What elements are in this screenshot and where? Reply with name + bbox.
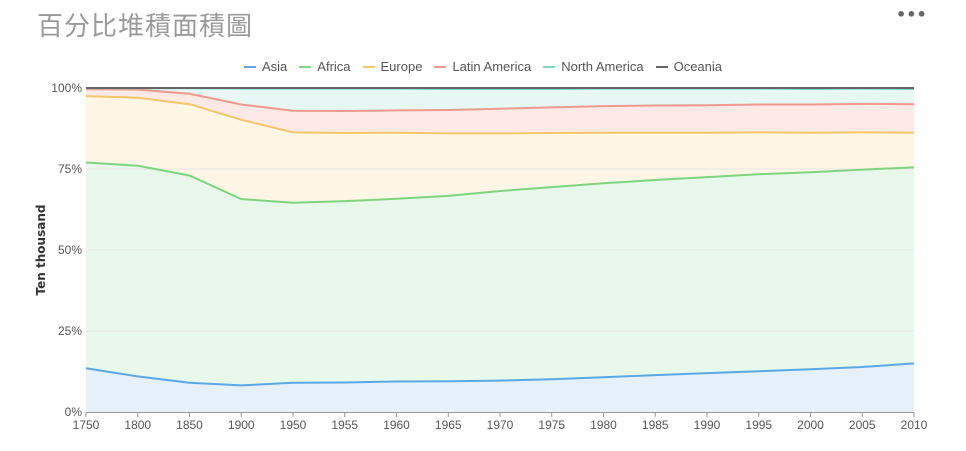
x-tick-label: 1850	[176, 418, 203, 432]
x-tick-label: 2005	[849, 418, 876, 432]
legend-item-europe[interactable]: Europe	[362, 59, 423, 74]
legend-label: North America	[561, 59, 644, 74]
legend-item-latin-america[interactable]: Latin America	[434, 59, 531, 74]
x-tick-label: 1960	[383, 418, 410, 432]
x-tick-label: 1965	[435, 418, 462, 432]
area-europe	[86, 96, 914, 203]
y-axis-label: Ten thousand	[34, 205, 48, 296]
y-tick-label: 75%	[58, 162, 82, 176]
area-asia	[86, 363, 914, 412]
legend-item-oceania[interactable]: Oceania	[655, 59, 722, 74]
x-tick-label: 1990	[694, 418, 721, 432]
y-tick-label: 100%	[51, 81, 82, 95]
x-tick-label: 1980	[590, 418, 617, 432]
legend-label: Europe	[380, 59, 423, 74]
legend-swatch	[543, 65, 556, 68]
legend-label: Asia	[261, 59, 288, 74]
legend-swatch	[362, 65, 375, 68]
x-tick-label: 2010	[901, 418, 928, 432]
more-horizontal-icon[interactable]: •••	[896, 5, 927, 24]
area-africa	[86, 162, 914, 386]
y-tick-label: 25%	[58, 324, 82, 338]
legend-item-north-america[interactable]: North America	[543, 59, 644, 74]
legend-swatch	[434, 65, 447, 68]
x-tick-label: 1985	[642, 418, 669, 432]
legend-item-asia[interactable]: Asia	[243, 59, 288, 74]
x-tick-label: 1750	[73, 418, 100, 432]
legend-swatch	[299, 65, 312, 68]
x-tick-label: 1800	[124, 418, 151, 432]
legend-swatch	[243, 65, 256, 68]
y-tick-label: 0%	[65, 405, 83, 419]
legend-label: Oceania	[673, 59, 722, 74]
x-tick-label: 1995	[745, 418, 772, 432]
area-north-america	[86, 88, 914, 111]
legend-label: Latin America	[452, 59, 532, 74]
x-tick-label: 1950	[280, 418, 307, 432]
line-latin-america	[85, 88, 915, 113]
line-africa	[85, 161, 915, 204]
x-tick-label: 2000	[797, 418, 824, 432]
x-tick-label: 1955	[331, 418, 358, 432]
area-latin-america	[86, 89, 914, 134]
legend-label: Africa	[317, 59, 351, 74]
legend-swatch	[655, 65, 668, 68]
y-tick-label: 50%	[58, 243, 82, 257]
chart-title: 百分比堆積面積圖	[37, 12, 254, 42]
legend-item-africa[interactable]: Africa	[299, 59, 351, 74]
x-tick-label: 1900	[228, 418, 255, 432]
x-tick-label: 1970	[487, 418, 514, 432]
x-tick-label: 1975	[538, 418, 565, 432]
chart-legend: Asia Africa Europe Latin America North Ameri…	[0, 59, 966, 74]
line-europe	[85, 95, 915, 135]
line-asia	[85, 362, 915, 387]
